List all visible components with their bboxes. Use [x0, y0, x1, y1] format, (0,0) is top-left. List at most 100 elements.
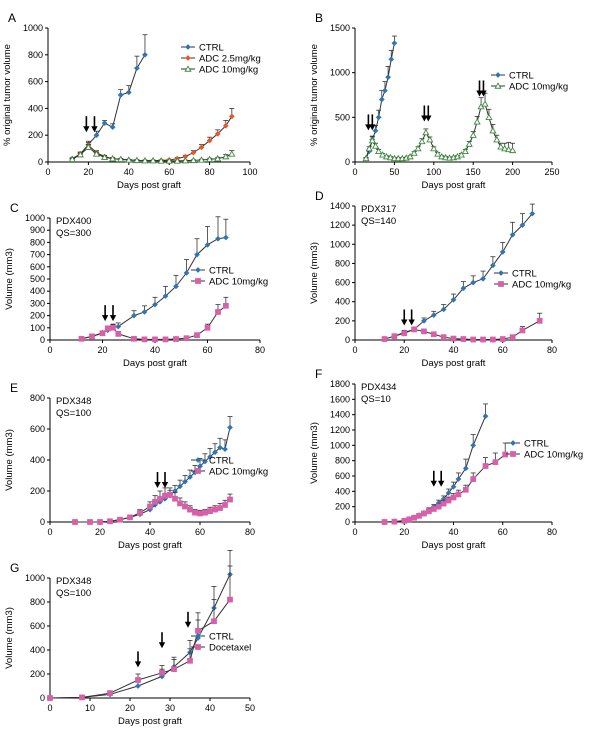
- data-point: [381, 87, 388, 94]
- legend-marker: [195, 267, 201, 273]
- y-axis-title: % original tumor volume: [309, 44, 320, 146]
- y-tick-label: 400: [30, 645, 45, 655]
- series-adc-10mg-kg: [72, 487, 233, 525]
- y-tick-label: 800: [28, 50, 43, 60]
- panel-letter: C: [10, 201, 19, 215]
- data-point: [194, 332, 200, 338]
- legend-label: ADC 10mg/kg: [209, 467, 268, 478]
- data-point: [173, 336, 179, 342]
- data-point: [228, 150, 236, 157]
- data-point: [378, 96, 385, 103]
- legend-label: ADC 10mg/kg: [524, 450, 583, 461]
- data-point: [440, 334, 447, 340]
- data-point: [414, 144, 422, 152]
- x-tick-label: 0: [47, 345, 52, 355]
- x-tick-label: 0: [45, 167, 50, 177]
- data-point: [197, 156, 206, 163]
- legend-marker: [195, 468, 201, 474]
- data-point: [47, 695, 53, 701]
- data-point: [182, 478, 188, 485]
- y-tick-label: 1500: [330, 23, 350, 33]
- data-point: [207, 508, 213, 514]
- data-point: [430, 144, 438, 152]
- dose-arrow-head: [91, 126, 98, 133]
- panel-annotation: PDX400: [56, 216, 91, 227]
- data-point: [172, 495, 178, 502]
- x-tick-label: 50: [245, 703, 255, 713]
- data-point: [416, 513, 422, 519]
- series-ctrl: [69, 34, 148, 162]
- data-point: [217, 444, 223, 451]
- dose-arrow-head: [369, 124, 376, 131]
- data-point: [92, 150, 101, 157]
- data-point: [422, 128, 430, 136]
- x-axis-title: Days post graft: [118, 716, 182, 727]
- y-tick-label: 200: [28, 130, 43, 140]
- data-point: [375, 147, 383, 154]
- data-point: [482, 413, 489, 420]
- data-point: [215, 309, 221, 315]
- panel-letter: E: [10, 381, 18, 395]
- data-point: [117, 516, 123, 523]
- data-point: [509, 146, 517, 154]
- data-point: [442, 153, 450, 161]
- data-point: [84, 143, 92, 150]
- data-point: [207, 453, 213, 460]
- x-tick-label: 40: [448, 527, 458, 537]
- data-point: [480, 275, 487, 282]
- dose-arrow-head: [184, 621, 192, 628]
- data-point: [101, 120, 108, 127]
- data-point: [461, 147, 469, 154]
- data-point: [157, 495, 163, 502]
- y-tick-label: 0: [40, 693, 45, 703]
- data-point: [492, 459, 499, 466]
- data-point: [79, 694, 85, 701]
- data-point: [189, 156, 198, 164]
- data-point: [227, 596, 233, 603]
- data-point: [214, 130, 221, 137]
- dose-arrow-head: [408, 319, 415, 326]
- data-point: [368, 136, 376, 144]
- data-point: [411, 514, 417, 521]
- data-point: [462, 465, 469, 472]
- data-point: [109, 154, 117, 162]
- data-point: [115, 323, 122, 330]
- data-point: [470, 442, 477, 449]
- y-tick-label: 1000: [330, 440, 350, 450]
- data-point: [135, 683, 141, 689]
- data-point: [152, 499, 158, 505]
- dose-arrow-head: [480, 90, 487, 97]
- data-point: [505, 145, 513, 153]
- x-tick-label: 60: [498, 527, 508, 537]
- y-tick-label: 900: [30, 225, 45, 235]
- y-tick-label: 400: [335, 297, 350, 307]
- y-tick-label: 200: [335, 316, 350, 326]
- data-point: [501, 144, 509, 152]
- panel-annotation: PDX348: [56, 396, 91, 407]
- data-point: [214, 154, 222, 162]
- data-point: [536, 318, 543, 324]
- x-tick-label: 10: [85, 703, 95, 713]
- data-point: [76, 150, 84, 158]
- panel-annotation: QS=10: [361, 394, 391, 405]
- legend-label: CTRL: [209, 266, 234, 277]
- data-point: [470, 336, 477, 343]
- x-axis-title: Days post graft: [123, 358, 187, 369]
- series-line: [384, 320, 540, 341]
- data-point: [426, 135, 434, 143]
- y-tick-label: 600: [30, 621, 45, 631]
- data-point: [198, 144, 205, 151]
- data-point: [177, 483, 183, 490]
- x-tick-label: 40: [124, 167, 134, 177]
- data-point: [406, 516, 413, 523]
- legend-marker: [498, 270, 504, 276]
- data-point: [183, 269, 190, 276]
- y-axis-title: Volume (mm3): [309, 422, 320, 484]
- y-tick-label: 400: [335, 486, 350, 496]
- data-point: [406, 152, 414, 160]
- x-tick-label: 80: [547, 345, 557, 355]
